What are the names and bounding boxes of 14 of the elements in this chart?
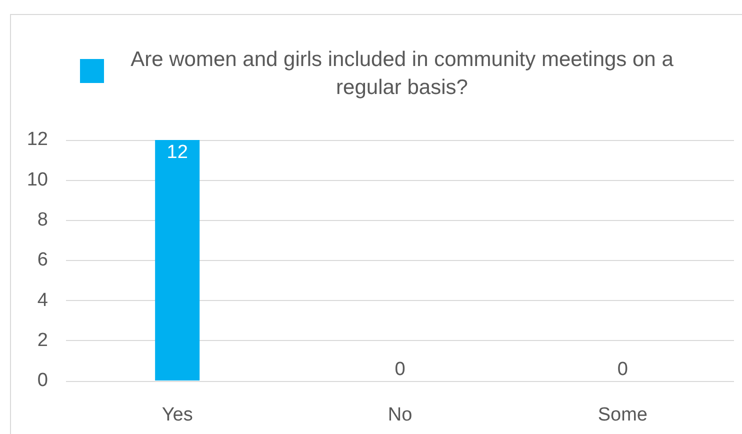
- x-tick-label: No: [388, 404, 412, 426]
- y-tick-label: 8: [37, 210, 48, 231]
- y-tick-label: 12: [26, 129, 48, 150]
- y-tick-label: 6: [37, 250, 48, 271]
- y-tick-label: 0: [37, 370, 48, 392]
- x-tick-label: Some: [598, 404, 648, 426]
- y-tick-label: 4: [37, 290, 48, 311]
- y-tick-label: 2: [37, 330, 48, 352]
- x-tick-label: Yes: [162, 404, 193, 426]
- data-label: 0: [394, 359, 406, 380]
- y-tick-label: 10: [26, 169, 48, 190]
- legend-label: Are women and girls included in community meetings on a regular basis?: [130, 47, 674, 101]
- data-label: 0: [617, 359, 628, 380]
- data-label: 12: [166, 142, 188, 164]
